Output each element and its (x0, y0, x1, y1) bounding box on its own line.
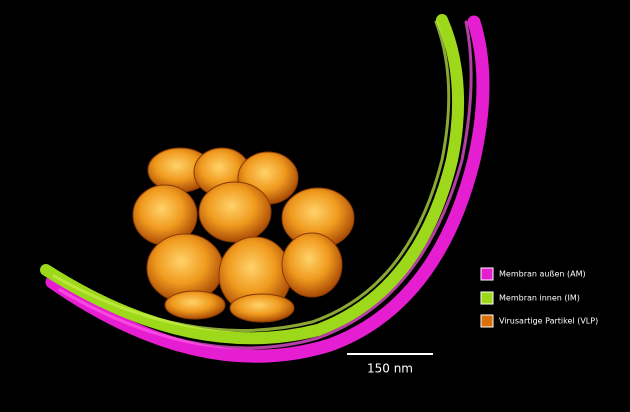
legend-swatch (480, 291, 494, 305)
legend-label: Membran innen (IM) (499, 294, 580, 303)
legend-swatch (480, 314, 494, 328)
legend-label: Membran außen (AM) (499, 270, 586, 279)
particle (281, 232, 343, 298)
legend: Membran außen (AM) Membran innen (IM) Viru… (480, 267, 598, 328)
legend-label: Virusartige Partikel (VLP) (499, 317, 598, 326)
scale-bar-label: 150 nm (367, 362, 413, 376)
particle (164, 290, 226, 320)
legend-swatch (480, 267, 494, 281)
particles (132, 147, 355, 323)
inner-membrane-highlight (52, 20, 451, 332)
outer-membrane-highlight (58, 20, 473, 350)
inner-membrane (40, 14, 465, 345)
particle (198, 181, 272, 243)
membranes (40, 14, 490, 363)
particle (229, 293, 295, 323)
outer-membrane (45, 15, 490, 363)
